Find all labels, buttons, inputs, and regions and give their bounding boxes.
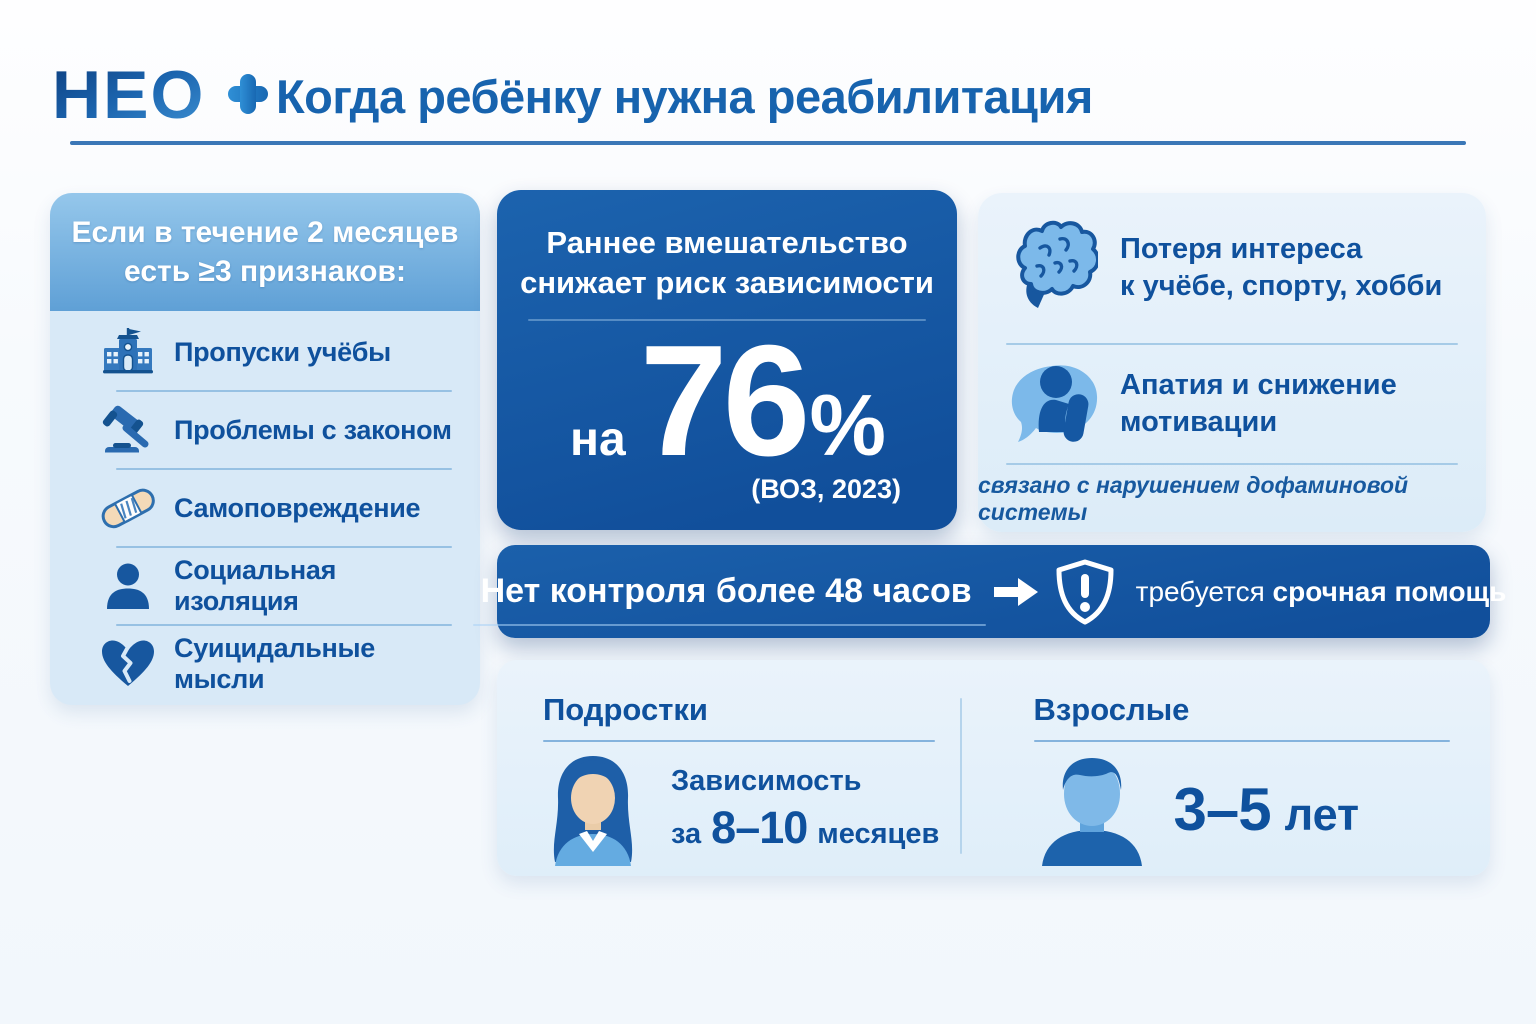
bandage-icon xyxy=(98,483,158,533)
page-title: Когда ребёнку нужна реабилитация xyxy=(276,60,1093,132)
criteria-heading-line1: Если в течение 2 месяцев xyxy=(71,216,459,249)
list-item: Потеря интереса к учёбе, спорту, хобби xyxy=(978,193,1486,343)
symptom-text: Потеря интереса к учёбе, спорту, хобби xyxy=(1120,231,1442,305)
teens-line2: за 8–10 месяцев xyxy=(671,802,939,854)
header-divider xyxy=(70,141,1466,145)
list-divider xyxy=(116,468,452,470)
teen-girl-avatar xyxy=(553,756,633,866)
apathy-icon xyxy=(1006,354,1102,454)
broken-heart-icon xyxy=(98,638,158,690)
criteria-heading-line2: есть ≥3 признаков: xyxy=(124,255,406,288)
list-item: Самоповреждение xyxy=(50,470,480,546)
alert-result: требуется срочная помощь xyxy=(1136,576,1507,608)
criteria-heading: Если в течение 2 месяцев есть ≥3 признак… xyxy=(50,193,480,311)
list-item-label: Проблемы с законом xyxy=(174,414,452,445)
adults-underline xyxy=(1033,740,1450,742)
person-icon xyxy=(98,560,158,612)
stat-line2: снижает риск зависимости xyxy=(520,265,934,300)
stat-panel: Раннее вмешательство снижает риск зависи… xyxy=(497,190,957,530)
teens-prefix: за xyxy=(671,817,702,850)
list-item-label: Самоповреждение xyxy=(174,492,421,523)
adults-column: Взрослые 3–5 лет xyxy=(994,660,1491,876)
stat-divider xyxy=(528,319,926,321)
list-divider xyxy=(1006,343,1458,345)
list-item-label: Пропуски учёбы xyxy=(174,336,391,367)
list-item: Проблемы с законом xyxy=(50,392,480,468)
arrow-right-icon xyxy=(993,574,1038,610)
alert-banner: Нет контроля более 48 часов требуется ср… xyxy=(472,545,1506,638)
symptom-line2: мотивации xyxy=(1120,406,1278,438)
list-divider xyxy=(1006,463,1458,465)
teens-text: Зависимость за 8–10 месяцев xyxy=(671,765,939,854)
neo-plus-logo: НЕО xyxy=(52,57,268,132)
page-title-rest: нужна реабилитация xyxy=(601,69,1094,123)
symptom-line1: Потеря интереса xyxy=(1120,233,1363,265)
criteria-list: Пропуски учёбы Про xyxy=(50,311,480,702)
stat-source: (ВОЗ, 2023) xyxy=(751,474,901,505)
school-icon xyxy=(98,325,158,379)
symptom-line2: к учёбе, спорту, хобби xyxy=(1120,270,1443,302)
teens-heading: Подростки xyxy=(543,692,708,727)
adult-man-avatar xyxy=(1041,758,1142,866)
stat-percent-sign: % xyxy=(809,378,885,474)
teens-column: Подростки Зависимость за 8–10 месяце xyxy=(497,660,994,876)
adults-text: 3–5 лет xyxy=(1174,775,1360,844)
list-item: Пропуски учёбы xyxy=(50,314,480,390)
list-divider xyxy=(116,624,452,626)
logo-text: НЕО xyxy=(52,57,205,132)
adults-value: 3–5 xyxy=(1173,775,1272,843)
plus-glyph xyxy=(228,74,268,114)
symptom-text: Апатия и снижение мотивации xyxy=(1120,367,1397,441)
symptoms-panel: Потеря интереса к учёбе, спорту, хобби А… xyxy=(978,193,1486,532)
teens-line1: Зависимость xyxy=(671,764,862,797)
stat-line1: Раннее вмешательство xyxy=(546,225,908,260)
adults-heading: Взрослые xyxy=(1033,692,1190,727)
teens-content: Зависимость за 8–10 месяцев xyxy=(543,752,994,866)
stat-prefix: на xyxy=(570,413,626,466)
shield-exclamation-icon xyxy=(1054,558,1116,626)
timeline-divider xyxy=(960,698,962,854)
stat-number: на 76 % xyxy=(497,313,957,489)
brain-icon xyxy=(1006,218,1102,318)
adults-suffix: лет xyxy=(1284,788,1360,840)
alert-result-bold: срочная помощь xyxy=(1272,575,1507,607)
adults-content: 3–5 лет xyxy=(1034,752,1491,866)
symptom-line1: Апатия и снижение xyxy=(1120,369,1397,401)
list-item: Социальная изоляция xyxy=(50,548,480,624)
teens-value: 8–10 xyxy=(711,801,808,853)
page-title-bold: Когда ребёнку xyxy=(276,69,602,123)
stat-value: 76 xyxy=(639,313,811,489)
timeline-panel: Подростки Зависимость за 8–10 месяце xyxy=(497,660,1490,876)
criteria-panel: Если в течение 2 месяцев есть ≥3 признак… xyxy=(50,193,480,705)
gavel-icon xyxy=(98,403,158,457)
alert-result-prefix: требуется xyxy=(1135,575,1273,607)
list-divider xyxy=(116,390,452,392)
list-item: Суицидальные мысли xyxy=(50,626,480,702)
list-item-label: Суицидальные мысли xyxy=(174,633,375,694)
list-divider xyxy=(116,546,452,548)
alert-condition: Нет контроля более 48 часов xyxy=(472,572,986,626)
list-item: Апатия и снижение мотивации xyxy=(978,345,1486,463)
teens-underline xyxy=(543,740,935,742)
list-item-label: Социальная изоляция xyxy=(174,555,337,616)
symptoms-footnote: связано с нарушением дофаминовой системы xyxy=(978,471,1409,525)
teens-suffix: месяцев xyxy=(817,817,940,850)
